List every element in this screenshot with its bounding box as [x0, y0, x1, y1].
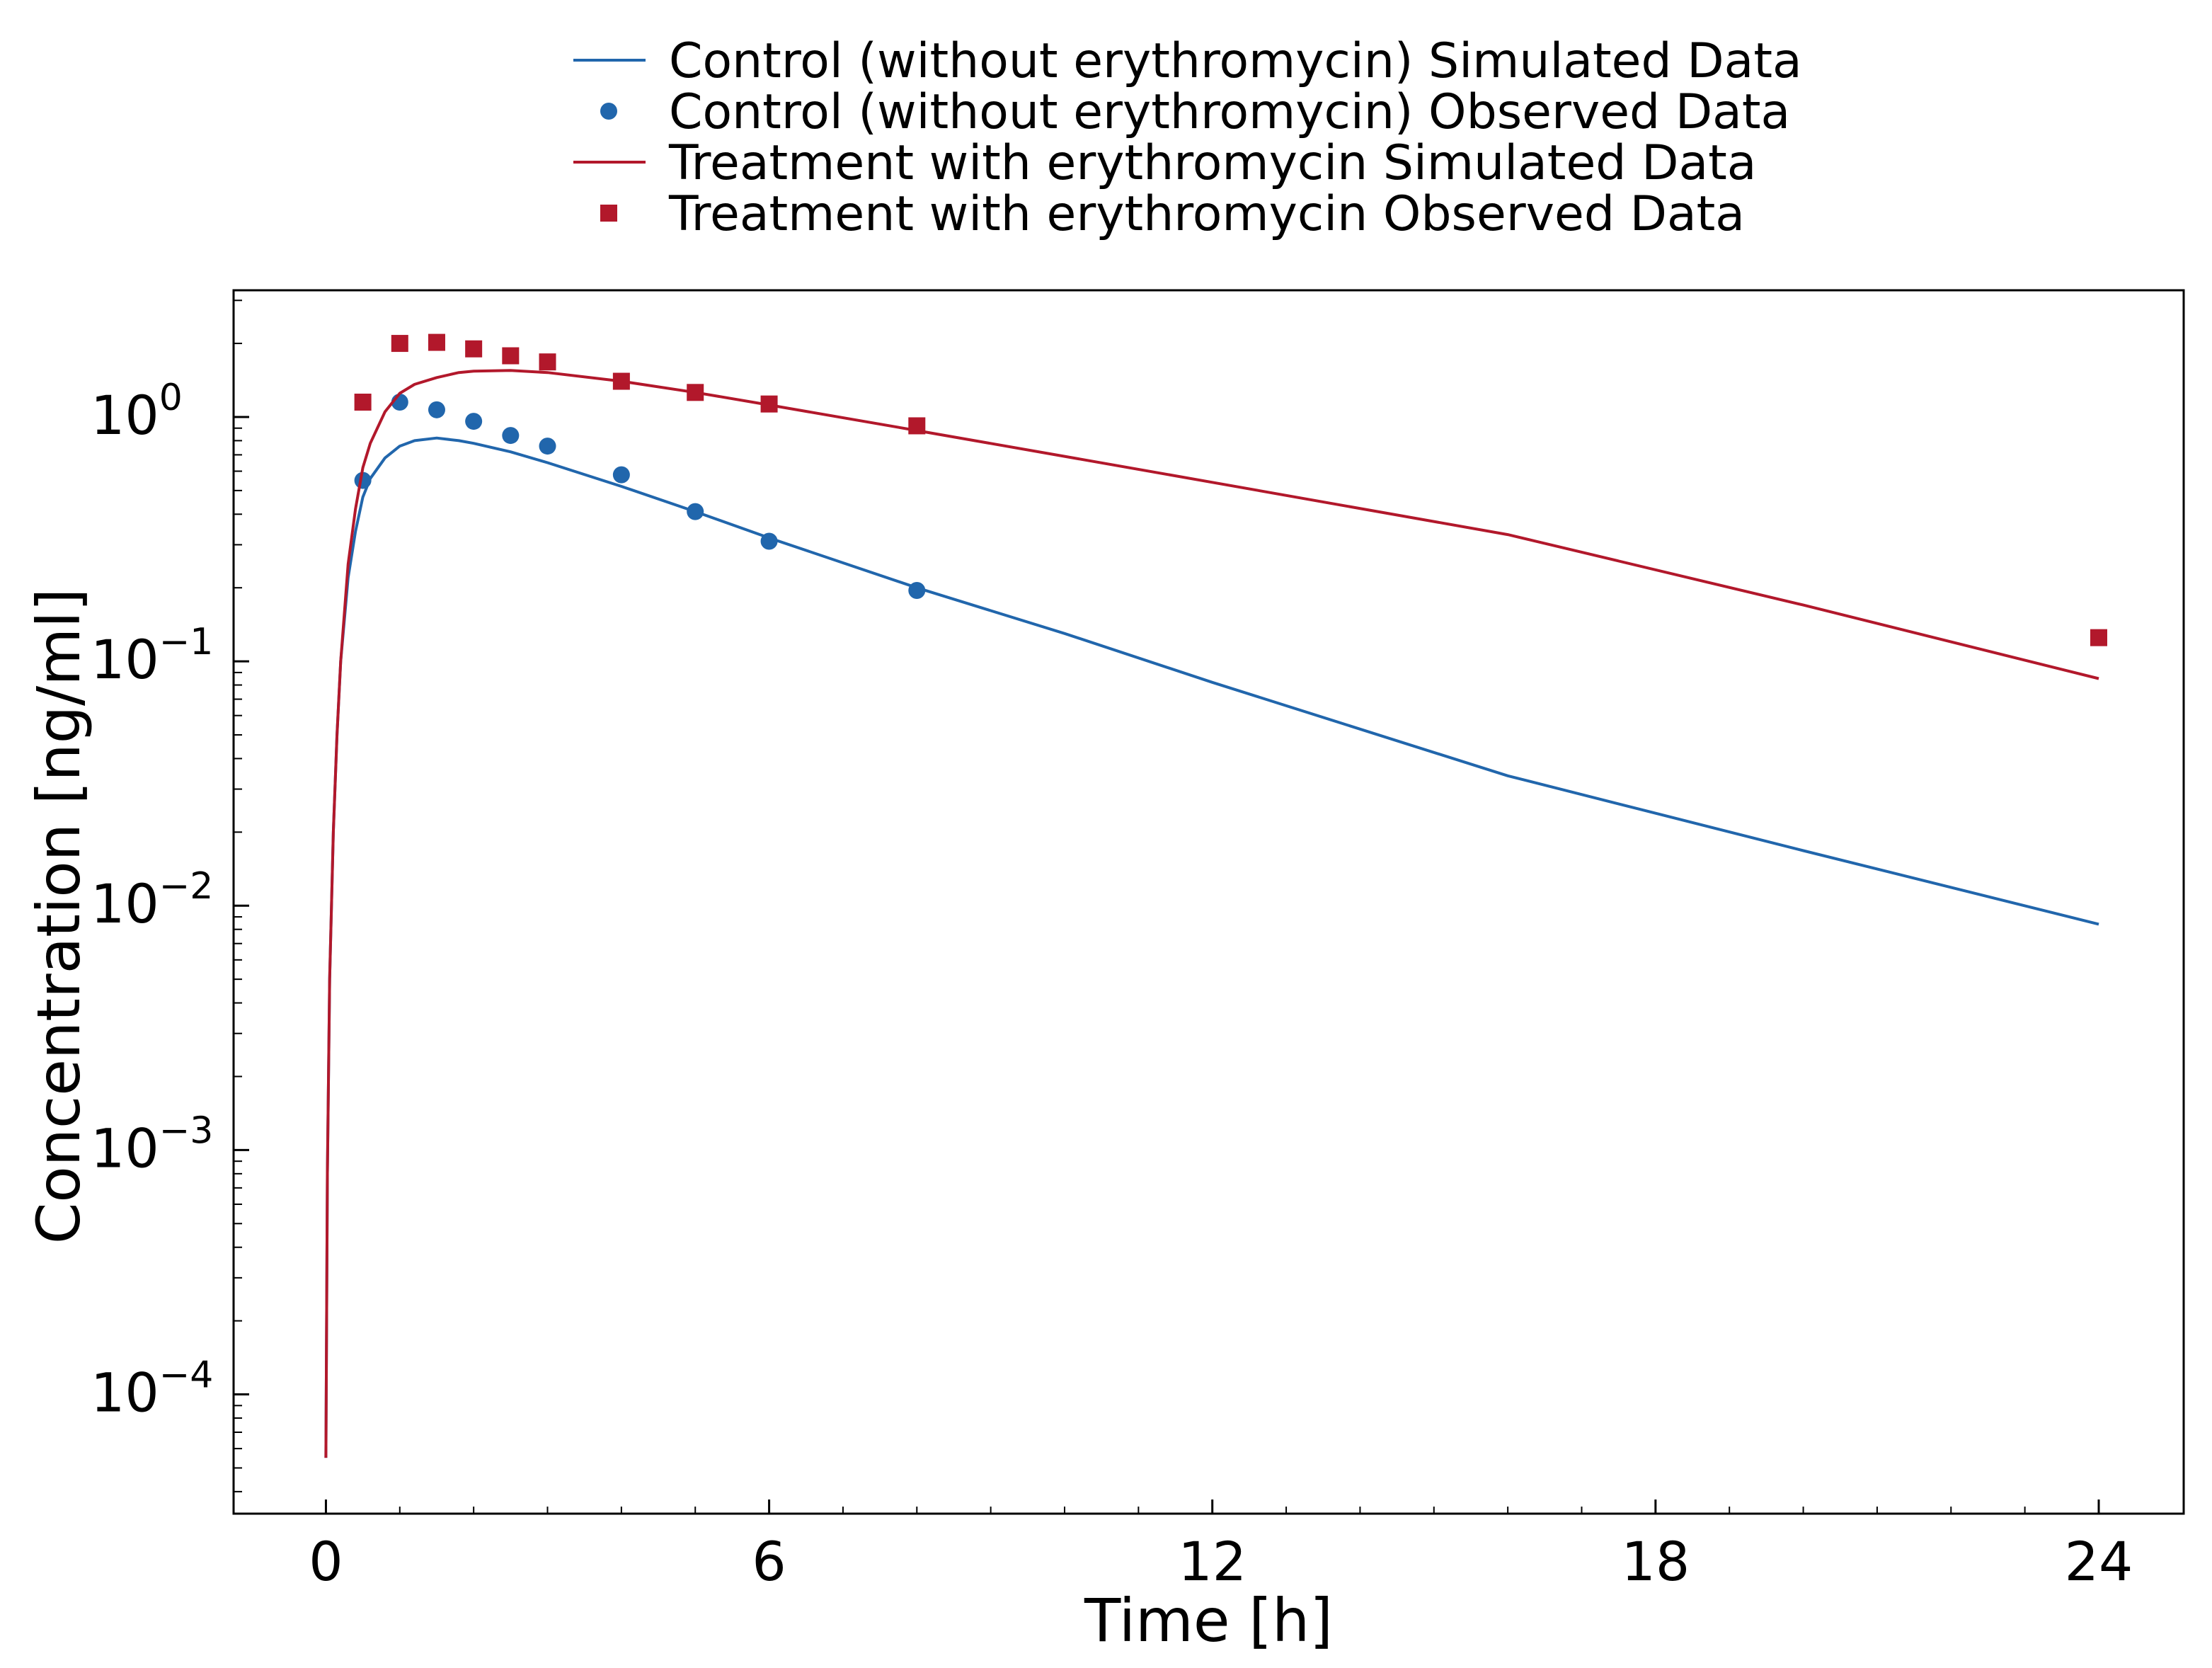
legend-label: Control (without erythromycin) Simulated… — [669, 33, 1802, 89]
data-point — [465, 340, 483, 358]
series-layer — [324, 333, 2107, 1458]
plot-area — [232, 289, 2185, 1515]
y-axis-title: Concentration [ng/ml] — [24, 588, 93, 1245]
data-point — [612, 466, 630, 484]
data-point — [908, 417, 926, 435]
legend-label: Treatment with erythromycin Observed Dat… — [668, 186, 1745, 242]
data-point — [612, 372, 630, 390]
data-point — [760, 532, 778, 550]
y-tick-label: 10−1 — [91, 621, 213, 691]
data-point — [539, 353, 556, 371]
legend-label: Treatment with erythromycin Simulated Da… — [668, 135, 1756, 191]
legend-marker-swatch — [600, 103, 617, 120]
y-tick-label: 100 — [91, 377, 183, 447]
y-tick-label: 10−2 — [91, 865, 213, 935]
legend: Control (without erythromycin) Simulated… — [573, 33, 1802, 242]
data-point — [465, 413, 483, 430]
data-point — [428, 333, 445, 351]
data-point — [908, 582, 926, 600]
minor-ticks — [234, 299, 2026, 1514]
legend-item: Treatment with erythromycin Observed Dat… — [600, 186, 1745, 242]
x-tick-label: 18 — [1621, 1530, 1690, 1593]
data-point — [391, 335, 408, 353]
legend-item: Control (without erythromycin) Observed … — [600, 84, 1790, 140]
series-line — [324, 436, 2099, 1458]
series-2 — [324, 369, 2099, 1458]
legend-marker-swatch — [600, 205, 617, 222]
legend-item: Treatment with erythromycin Simulated Da… — [573, 135, 1756, 191]
x-axis: 0 6 12 18 24 — [309, 1500, 2133, 1593]
data-point — [687, 503, 704, 520]
x-tick-label: 12 — [1178, 1530, 1247, 1593]
x-tick-label: 6 — [752, 1530, 786, 1593]
data-point — [2090, 629, 2107, 646]
series-0 — [324, 436, 2099, 1458]
data-point — [539, 438, 556, 455]
series-1 — [354, 394, 926, 600]
series-3 — [354, 333, 2107, 646]
data-point — [760, 395, 778, 413]
x-tick-label: 0 — [309, 1530, 343, 1593]
data-point — [502, 427, 520, 445]
series-line — [324, 369, 2099, 1458]
y-tick-label: 10−3 — [91, 1109, 213, 1179]
x-tick-label: 24 — [2065, 1530, 2133, 1593]
x-axis-title: Time [h] — [1084, 1586, 1333, 1655]
data-point — [687, 384, 704, 401]
data-point — [428, 401, 445, 418]
legend-label: Control (without erythromycin) Observed … — [669, 84, 1790, 140]
data-point — [502, 347, 520, 365]
y-tick-label: 10−4 — [91, 1354, 213, 1424]
legend-item: Control (without erythromycin) Simulated… — [573, 33, 1802, 89]
y-axis: 10−4 10−3 10−2 10−1 100 — [91, 377, 249, 1424]
data-point — [354, 394, 372, 411]
